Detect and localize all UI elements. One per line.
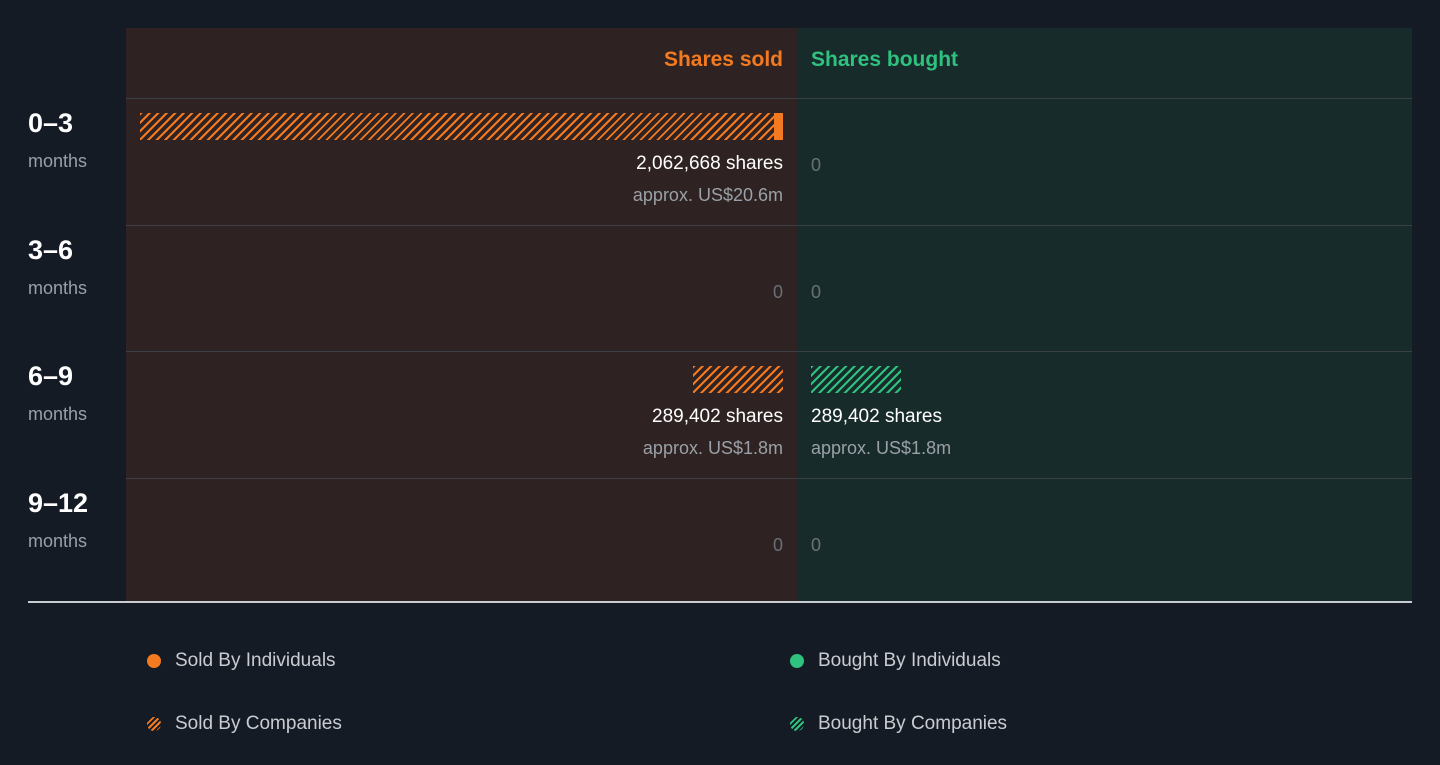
legend-bought-by-companies: Bought By Companies: [790, 713, 1007, 735]
shares-bought-panel: [797, 28, 1412, 602]
bought-zero-value: 0: [811, 535, 822, 555]
period-unit: months: [28, 278, 88, 298]
row-divider: [126, 351, 1412, 352]
period-row-9-12: 9–12 months 0 0: [0, 479, 1440, 605]
period-label: 0–3: [28, 108, 74, 138]
legend-label: Bought By Companies: [818, 713, 1008, 734]
legend-label: Bought By Individuals: [818, 650, 1001, 671]
legend-sold-by-companies: Sold By Companies: [147, 713, 342, 735]
bought-zero-value: 0: [811, 282, 822, 302]
sold-shares-value: 289,402 shares: [652, 406, 783, 427]
bought-approx-value: approx. US$1.8m: [811, 438, 952, 458]
row-divider: [126, 225, 1412, 226]
period-row-3-6: 3–6 months 0 0: [0, 226, 1440, 352]
sold-by-individuals-bar: [774, 113, 783, 140]
period-label: 3–6: [28, 235, 74, 265]
bought-individuals-dot-icon: [790, 654, 804, 668]
shares-sold-header: Shares sold: [663, 48, 783, 71]
sold-by-companies-bar: [140, 113, 774, 140]
row-divider: [126, 98, 1412, 99]
legend-label: Sold By Individuals: [175, 650, 336, 671]
sold-zero-value: 0: [772, 535, 783, 555]
period-label: 9–12: [28, 488, 89, 518]
chart-baseline: [28, 601, 1412, 603]
sold-zero-value: 0: [772, 282, 783, 302]
bought-shares-value: 289,402 shares: [811, 406, 942, 427]
sold-individuals-dot-icon: [147, 654, 161, 668]
row-divider: [126, 478, 1412, 479]
sold-approx-value: approx. US$1.8m: [642, 438, 783, 458]
legend-sold-by-individuals: Sold By Individuals: [147, 650, 336, 672]
period-unit: months: [28, 531, 88, 551]
period-row-6-9: 6–9 months 289,402 shares approx. US$1.8…: [0, 352, 1440, 478]
legend-bought-by-individuals: Bought By Individuals: [790, 650, 1001, 672]
bought-by-companies-bar: [811, 366, 902, 393]
bought-companies-hatch-icon: [790, 717, 804, 731]
sold-shares-value: 2,062,668 shares: [636, 153, 783, 174]
sold-by-companies-bar: [692, 366, 783, 393]
period-label: 6–9: [28, 361, 74, 391]
shares-bought-header: Shares bought: [811, 48, 959, 71]
legend-label: Sold By Companies: [175, 713, 342, 734]
period-row-0-3: 0–3 months 2,062,668 shares approx. US$2…: [0, 99, 1440, 225]
bought-zero-value: 0: [811, 155, 822, 175]
sold-approx-value: approx. US$20.6m: [632, 185, 783, 205]
period-unit: months: [28, 404, 88, 424]
period-unit: months: [28, 151, 88, 171]
sold-companies-hatch-icon: [147, 717, 161, 731]
